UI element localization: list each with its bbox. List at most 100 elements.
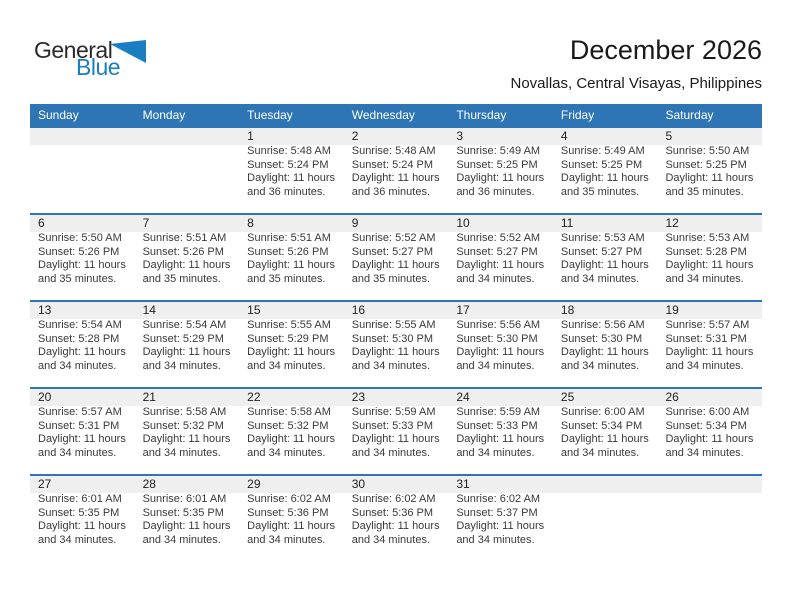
logo-general-text: General [34, 37, 113, 63]
day-cell: 28 Sunrise: 6:01 AM Sunset: 5:35 PM Dayligh… [135, 476, 240, 561]
daylight-line1: Daylight: 11 hours [560, 346, 649, 358]
daylight-line1: Daylight: 11 hours [142, 346, 231, 358]
day-cell: 7 Sunrise: 5:51 AM Sunset: 5:26 PM Daylight… [135, 215, 240, 300]
day-number-band [30, 476, 762, 493]
day-number: 2 [351, 129, 359, 143]
sunrise-text: Sunrise: 6:01 AM [142, 493, 227, 505]
daylight-line1: Daylight: 11 hours [351, 346, 440, 358]
sunset-text: Sunset: 5:30 PM [456, 332, 538, 345]
sunrise-text: Sunrise: 5:59 AM [351, 406, 436, 418]
day-number: 27 [38, 477, 52, 491]
weekday-cell-thursday: Thursday [456, 108, 507, 122]
day-cell: 14 Sunrise: 5:54 AM Sunset: 5:29 PM Dayligh… [135, 302, 240, 387]
sunset-text: Sunset: 5:29 PM [247, 332, 329, 345]
daylight-line2: and 35 minutes. [247, 272, 326, 285]
daylight-line2: and 34 minutes. [665, 272, 744, 285]
sunset-text: Sunset: 5:27 PM [351, 245, 434, 258]
daylight-line2: and 35 minutes. [665, 185, 744, 198]
week-row: 20 Sunrise: 5:57 AM Sunset: 5:31 PM Dayligh… [30, 387, 762, 474]
daylight-line1: Daylight: 11 hours [38, 346, 126, 358]
day-number: 28 [142, 477, 156, 491]
day-number: 4 [560, 129, 568, 143]
week-row: 6 Sunrise: 5:50 AM Sunset: 5:26 PM Daylight… [30, 213, 762, 300]
daylight-line1: Daylight: 11 hours [38, 433, 126, 445]
daylight-line2: and 34 minutes. [456, 359, 535, 372]
sunrise-text: Sunrise: 6:02 AM [247, 493, 331, 505]
week-cells: 20 Sunrise: 5:57 AM Sunset: 5:31 PM Dayligh… [30, 389, 762, 474]
day-number: 22 [247, 390, 261, 404]
week-cells: 27 Sunrise: 6:01 AM Sunset: 5:35 PM Dayligh… [30, 476, 762, 561]
day-number: 30 [351, 477, 366, 491]
empty-day-cell [30, 128, 135, 213]
day-number: 10 [456, 216, 470, 230]
week-cells: 1 Sunrise: 5:48 AM Sunset: 5:24 PM Daylight… [30, 128, 762, 213]
daylight-line1: Daylight: 11 hours [665, 259, 754, 271]
day-cell: 12 Sunrise: 5:53 AM Sunset: 5:28 PM Dayligh… [657, 215, 762, 300]
daylight-line2: and 34 minutes. [560, 446, 640, 459]
sunset-text: Sunset: 5:31 PM [38, 419, 120, 432]
sunrise-text: Sunrise: 5:50 AM [665, 145, 750, 157]
daylight-line1: Daylight: 11 hours [456, 259, 545, 271]
daylight-line2: and 34 minutes. [142, 533, 221, 546]
daylight-line2: and 34 minutes. [351, 446, 431, 459]
day-number: 17 [456, 303, 470, 317]
daylight-line2: and 34 minutes. [665, 359, 744, 372]
logo: General Blue [34, 38, 164, 88]
sunset-text: Sunset: 5:27 PM [560, 245, 643, 258]
day-number: 24 [456, 390, 470, 404]
day-cell: 13 Sunrise: 5:54 AM Sunset: 5:28 PM Dayligh… [30, 302, 135, 387]
day-cell: 23 Sunrise: 5:59 AM Sunset: 5:33 PM Dayligh… [344, 389, 449, 474]
day-cell: 22 Sunrise: 5:58 AM Sunset: 5:32 PM Dayligh… [239, 389, 344, 474]
sunset-text: Sunset: 5:35 PM [142, 506, 224, 519]
daylight-line1: Daylight: 11 hours [560, 172, 649, 184]
day-cell: 26 Sunrise: 6:00 AM Sunset: 5:34 PM Dayligh… [657, 389, 762, 474]
sunset-text: Sunset: 5:29 PM [142, 332, 224, 345]
sunrise-text: Sunrise: 5:55 AM [247, 319, 331, 331]
sunrise-text: Sunrise: 5:56 AM [560, 319, 645, 331]
day-cell: 31 Sunrise: 6:02 AM Sunset: 5:37 PM Dayligh… [448, 476, 553, 561]
sunrise-text: Sunrise: 5:50 AM [38, 232, 122, 244]
daylight-line1: Daylight: 11 hours [456, 520, 545, 532]
sunrise-text: Sunrise: 5:58 AM [142, 406, 227, 418]
daylight-line1: Daylight: 11 hours [351, 520, 440, 532]
sunrise-text: Sunrise: 5:49 AM [456, 145, 541, 157]
daylight-line2: and 34 minutes. [142, 446, 221, 459]
sunrise-text: Sunrise: 5:57 AM [665, 319, 750, 331]
week-row: 13 Sunrise: 5:54 AM Sunset: 5:28 PM Dayligh… [30, 300, 762, 387]
sunrise-text: Sunrise: 6:00 AM [560, 406, 645, 418]
daylight-line2: and 34 minutes. [351, 359, 431, 372]
daylight-line1: Daylight: 11 hours [351, 172, 440, 184]
daylight-line2: and 35 minutes. [351, 272, 431, 285]
page-title: December 2026 [569, 35, 762, 65]
sunset-text: Sunset: 5:37 PM [456, 506, 538, 519]
daylight-line1: Daylight: 11 hours [665, 346, 754, 358]
sunrise-text: Sunrise: 5:49 AM [560, 145, 645, 157]
day-number: 18 [560, 303, 575, 317]
sunrise-text: Sunrise: 6:01 AM [38, 493, 122, 505]
day-number: 15 [247, 303, 261, 317]
sunset-text: Sunset: 5:33 PM [456, 419, 538, 432]
daylight-line2: and 34 minutes. [560, 272, 640, 285]
week-cells: 13 Sunrise: 5:54 AM Sunset: 5:28 PM Dayligh… [30, 302, 762, 387]
sunset-text: Sunset: 5:30 PM [560, 332, 643, 345]
sunset-text: Sunset: 5:32 PM [247, 419, 329, 432]
sunrise-text: Sunrise: 6:00 AM [665, 406, 750, 418]
sunrise-text: Sunrise: 5:51 AM [142, 232, 227, 244]
sunrise-text: Sunrise: 5:55 AM [351, 319, 436, 331]
day-cell: 21 Sunrise: 5:58 AM Sunset: 5:32 PM Dayligh… [135, 389, 240, 474]
day-number: 8 [247, 216, 254, 230]
day-number: 29 [247, 477, 261, 491]
day-number: 23 [351, 390, 366, 404]
day-number: 3 [456, 129, 463, 143]
page-subtitle: Novallas, Central Visayas, Philippines [510, 75, 762, 92]
sunset-text: Sunset: 5:36 PM [247, 506, 329, 519]
title-block: December 2026 Novallas, Central Visayas,… [510, 34, 762, 92]
daylight-line1: Daylight: 11 hours [38, 259, 126, 271]
sunset-text: Sunset: 5:28 PM [665, 245, 747, 258]
daylight-line1: Daylight: 11 hours [38, 520, 126, 532]
day-number: 20 [38, 390, 52, 404]
sunset-text: Sunset: 5:24 PM [351, 158, 434, 171]
day-number: 16 [351, 303, 366, 317]
week-row: 1 Sunrise: 5:48 AM Sunset: 5:24 PM Daylight… [30, 126, 762, 213]
daylight-line1: Daylight: 11 hours [665, 172, 754, 184]
